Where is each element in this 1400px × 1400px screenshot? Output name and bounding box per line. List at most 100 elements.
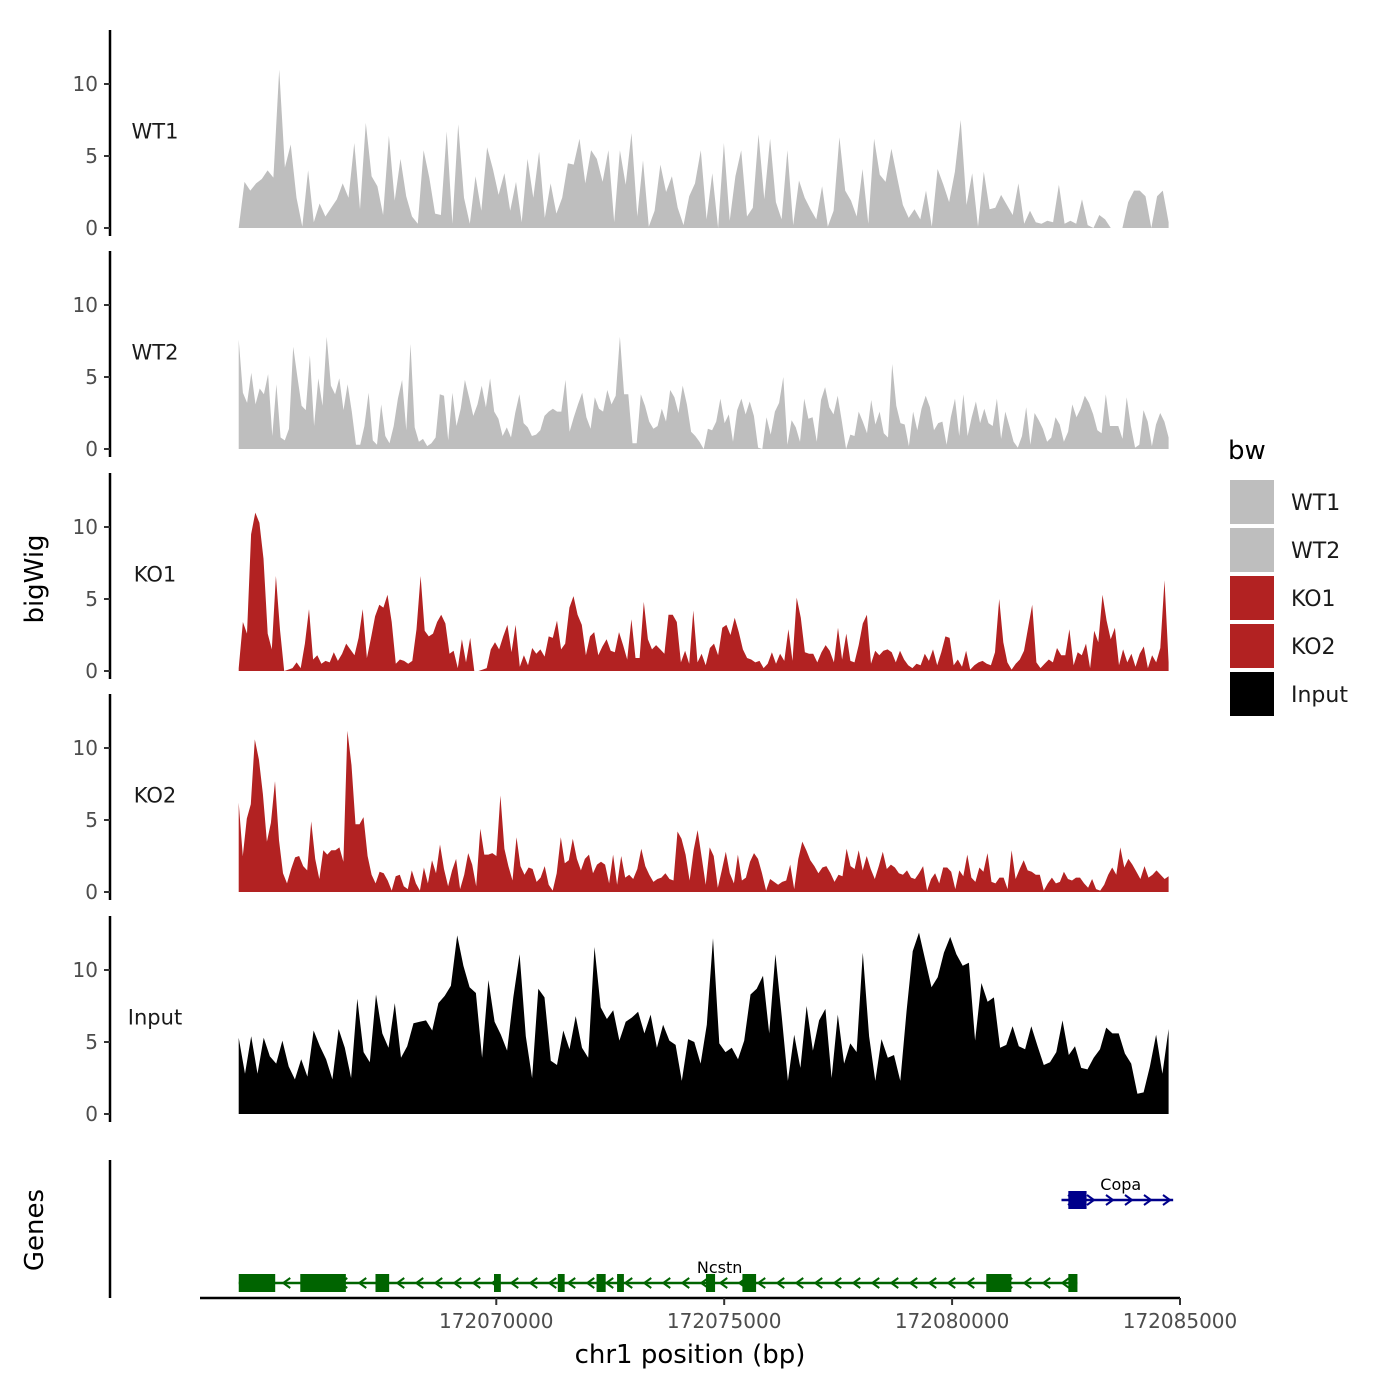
exon [494,1274,501,1292]
strand-arrow [528,1277,538,1289]
strand-arrow [1086,1194,1096,1206]
strand-arrow [395,1277,405,1289]
exon [596,1274,606,1292]
y-tick-label: 10 [73,736,98,760]
legend-entry-wt1: WT1 [1230,480,1340,524]
y-tick-label: 5 [85,808,98,832]
legend-entry-ko1: KO1 [1230,576,1336,620]
coverage-tracks: 0 5 10 WT1 0 5 10 WT2 0 5 10 KO1 0 5 10 KO2 0 5 10 Input [73,30,1169,1126]
exon [1068,1274,1078,1292]
strand-arrow [965,1277,975,1289]
y-tick-label: 5 [85,144,98,168]
strand-arrow [509,1277,519,1289]
track-wt1: 0 5 10 WT1 [73,30,1169,240]
strand-arrow [1060,1277,1070,1289]
strand-arrow [1162,1194,1172,1206]
legend-label: KO2 [1291,635,1336,660]
x-tick-label: 172080000 [895,1309,1010,1333]
strand-arrow [357,1277,367,1289]
y-tick-label: 0 [85,1102,98,1126]
strand-arrow [756,1277,766,1289]
legend-label: WT2 [1291,539,1340,564]
exon [557,1274,565,1292]
strand-arrow [908,1277,918,1289]
y-tick-label: 10 [73,293,98,317]
track-input: 0 5 10 Input [73,916,1169,1126]
legend-swatch [1230,528,1274,572]
gene-copa: Copa [1061,1175,1174,1209]
strand-arrow [661,1277,671,1289]
strand-arrow [1105,1194,1115,1206]
strand-arrow [1143,1194,1153,1206]
coverage-area-wt2 [238,336,1169,449]
y-tick-label: 5 [85,1030,98,1054]
strand-arrow [870,1277,880,1289]
legend-entry-wt2: WT2 [1230,528,1340,572]
x-axis-title: chr1 position (bp) [575,1340,806,1370]
coverage-area-input [238,932,1169,1114]
exon [300,1274,346,1292]
track-label-ko1: KO1 [134,563,177,587]
legend-swatch [1230,576,1274,620]
y-tick-label: 0 [85,880,98,904]
legend-label: WT1 [1291,491,1340,516]
strand-arrow [566,1277,576,1289]
legend-swatch [1230,624,1274,668]
strand-arrow [1124,1194,1134,1206]
strand-arrow [604,1277,614,1289]
coverage-area-wt1 [238,69,1169,228]
x-axis: 172070000 172075000 172080000 172085000 [200,1296,1238,1333]
strand-arrow [927,1277,937,1289]
y-tick-label: 0 [85,437,98,461]
strand-arrow [775,1277,785,1289]
gene-ncstn: Ncstn [238,1258,1078,1292]
exon [742,1274,757,1292]
track-label-ko2: KO2 [134,784,177,808]
strand-arrow [851,1277,861,1289]
strand-arrow [832,1277,842,1289]
legend-label: Input [1291,683,1348,708]
legend-title: bw [1228,436,1266,466]
x-tick-label: 172075000 [667,1309,782,1333]
strand-arrow [718,1277,728,1289]
strand-arrow [471,1277,481,1289]
y-tick-label: 10 [73,515,98,539]
y-tick-label: 10 [73,958,98,982]
strand-arrow [946,1277,956,1289]
track-label-wt2: WT2 [132,341,179,365]
strand-arrow [585,1277,595,1289]
exon [986,1274,1012,1292]
y-axis-title: bigWig [20,534,50,623]
y-tick-label: 5 [85,587,98,611]
strand-arrow [547,1277,557,1289]
exon [375,1274,390,1292]
strand-arrow [680,1277,690,1289]
strand-arrow [414,1277,424,1289]
legend-entry-input: Input [1230,672,1348,716]
strand-arrow [1041,1277,1051,1289]
exon [617,1274,624,1292]
strand-arrow [1022,1277,1032,1289]
legend-swatch [1230,672,1274,716]
y-tick-label: 0 [85,216,98,240]
gene-label-ncstn: Ncstn [697,1258,743,1277]
exon [238,1274,276,1292]
strand-arrow [813,1277,823,1289]
y-tick-label: 5 [85,365,98,389]
genes-axis-title: Genes [20,1189,50,1271]
strand-arrow [623,1277,633,1289]
track-ko1: 0 5 10 KO1 [73,473,1169,683]
track-label-wt1: WT1 [132,120,179,144]
legend-swatch [1230,480,1274,524]
y-tick-label: 10 [73,72,98,96]
x-tick-label: 172085000 [1123,1309,1238,1333]
coverage-area-ko1 [238,512,1169,671]
strand-arrow [642,1277,652,1289]
y-tick-label: 0 [85,659,98,683]
legend-entry-ko2: KO2 [1230,624,1336,668]
legend: bw WT1 WT2 KO1 KO2 Input [1228,436,1348,716]
x-tick-label: 172070000 [439,1309,554,1333]
strand-arrow [452,1277,462,1289]
strand-arrow [281,1277,291,1289]
